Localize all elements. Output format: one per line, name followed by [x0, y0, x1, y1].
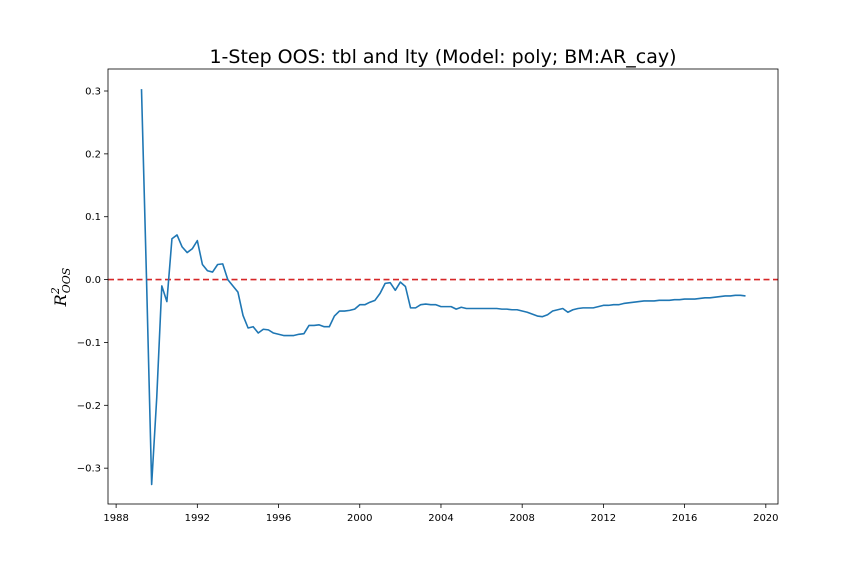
- y-tick-label: −0.2: [77, 401, 101, 412]
- y-tick-label: 0.3: [85, 87, 101, 98]
- plot-frame: [107, 68, 779, 505]
- y-axis-label-main: R: [51, 294, 70, 307]
- plot-axes: 1988 1992 1996 2000 2004 2008 2012 2016 2020 0.3 0…: [77, 68, 779, 524]
- x-tick-label: 2016: [672, 513, 697, 524]
- chart-title: 1-Step OOS: tbl and lty (Model: poly; BM…: [209, 46, 676, 68]
- x-tick-label: 2012: [591, 513, 616, 524]
- series-line-0: [140, 89, 746, 486]
- y-axis-label: R2OOS: [49, 267, 73, 307]
- svg-text:R2OOS: R2OOS: [49, 267, 73, 307]
- y-tick-label: −0.1: [77, 338, 101, 349]
- x-tick-label: 2020: [753, 513, 778, 524]
- x-tick-label: 2000: [347, 513, 372, 524]
- y-tick-label: 0.1: [85, 212, 101, 223]
- y-tick-label: −0.3: [77, 464, 101, 475]
- y-axis-label-subscript: OOS: [60, 267, 73, 293]
- y-axis-label-superscript: 2: [49, 287, 62, 295]
- x-tick-label: 1992: [185, 513, 210, 524]
- x-tick-label: 1996: [266, 513, 291, 524]
- x-tick-label: 2008: [509, 513, 534, 524]
- y-tick-label: 0.2: [85, 149, 101, 160]
- x-tick-label: 1988: [103, 513, 128, 524]
- y-tick-label: 0.0: [85, 275, 101, 286]
- x-tick-label: 2004: [428, 513, 453, 524]
